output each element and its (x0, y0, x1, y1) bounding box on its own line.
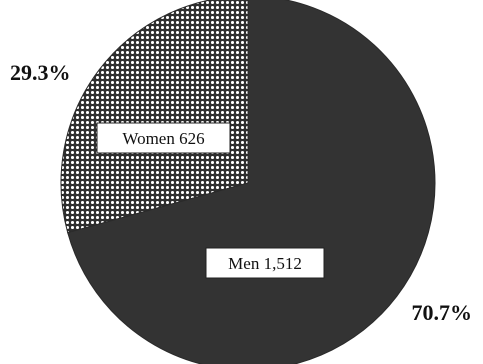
slice-label-box (96, 122, 231, 154)
slice-label-men: Men 1,512 (205, 247, 325, 279)
percent-label-men: 70.7% (412, 300, 473, 325)
slice-label-box (205, 247, 325, 279)
slice-label-women: Women 626 (96, 122, 231, 154)
pie-slice-women (60, 0, 249, 234)
slice-label-text: Men 1,512 (228, 254, 302, 273)
pie-slice-men (67, 0, 436, 364)
percent-label-women: 29.3% (10, 60, 71, 85)
slice-label-text: Women 626 (122, 129, 204, 148)
